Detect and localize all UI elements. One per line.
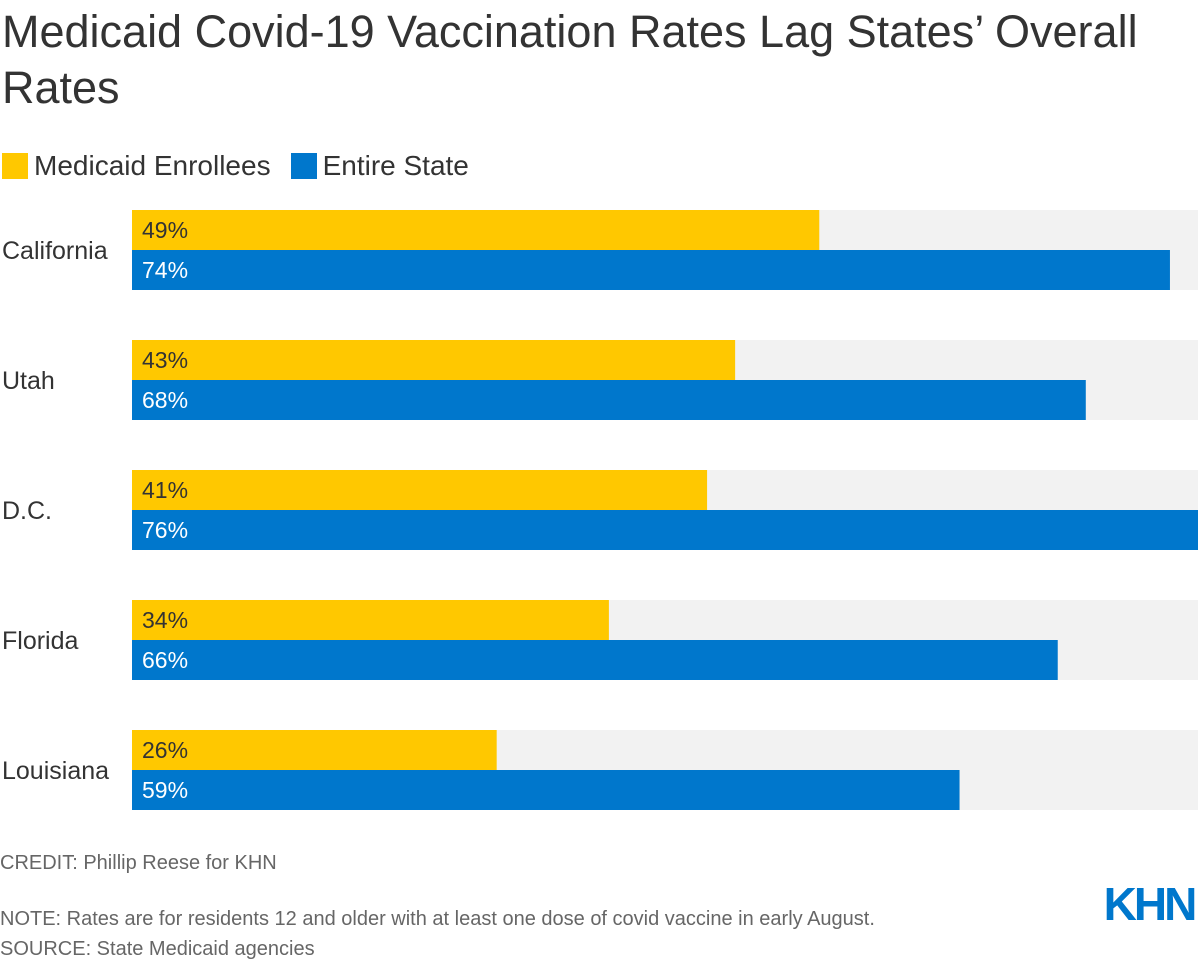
data-label: 41% [142,477,188,503]
legend: Medicaid Enrollees Entire State [2,150,489,182]
data-label: 34% [142,607,188,633]
category-label: Louisiana [2,757,109,785]
legend-swatch-state [290,153,317,179]
bar-medicaid [132,210,820,250]
bar-medicaid [132,340,736,380]
data-label: 43% [142,347,188,373]
bar-state [132,770,960,810]
category-label: D.C. [2,497,52,525]
category-label: Utah [2,367,55,395]
data-label: 74% [142,257,188,283]
legend-label-medicaid: Medicaid Enrollees [34,150,271,181]
khn-logo-text: KHN [1104,878,1195,928]
khn-logo: KHN [1104,878,1198,928]
category-label: Florida [2,627,79,655]
data-label: 26% [142,737,188,763]
data-label: 59% [142,777,188,803]
bar-medicaid [132,730,497,770]
data-label: 68% [142,387,188,413]
data-label: 49% [142,217,188,243]
data-label: 66% [142,647,188,673]
legend-swatch-medicaid [2,153,28,179]
bar-chart: California 49% 74% Utah 43% 68% D.C. 41% 76% Flor… [2,210,1198,810]
data-label: 76% [142,517,188,543]
chart-title: Medicaid Covid-19 Vaccination Rates Lag … [2,6,1138,113]
note-text: NOTE: Rates are for residents 12 and old… [0,908,875,930]
bar-state [132,510,1198,550]
legend-label-state: Entire State [322,150,469,181]
bar-medicaid [132,600,609,640]
source-text: SOURCE: State Medicaid agencies [0,938,315,960]
bar-state [132,380,1086,420]
bar-state [132,640,1058,680]
legend-item-medicaid: Medicaid Enrollees [2,150,271,182]
bar-state [132,250,1170,290]
bar-medicaid [132,470,708,510]
credit-text: CREDIT: Phillip Reese for KHN [0,852,277,874]
category-label: California [2,237,108,265]
legend-item-state: Entire State [290,150,469,182]
